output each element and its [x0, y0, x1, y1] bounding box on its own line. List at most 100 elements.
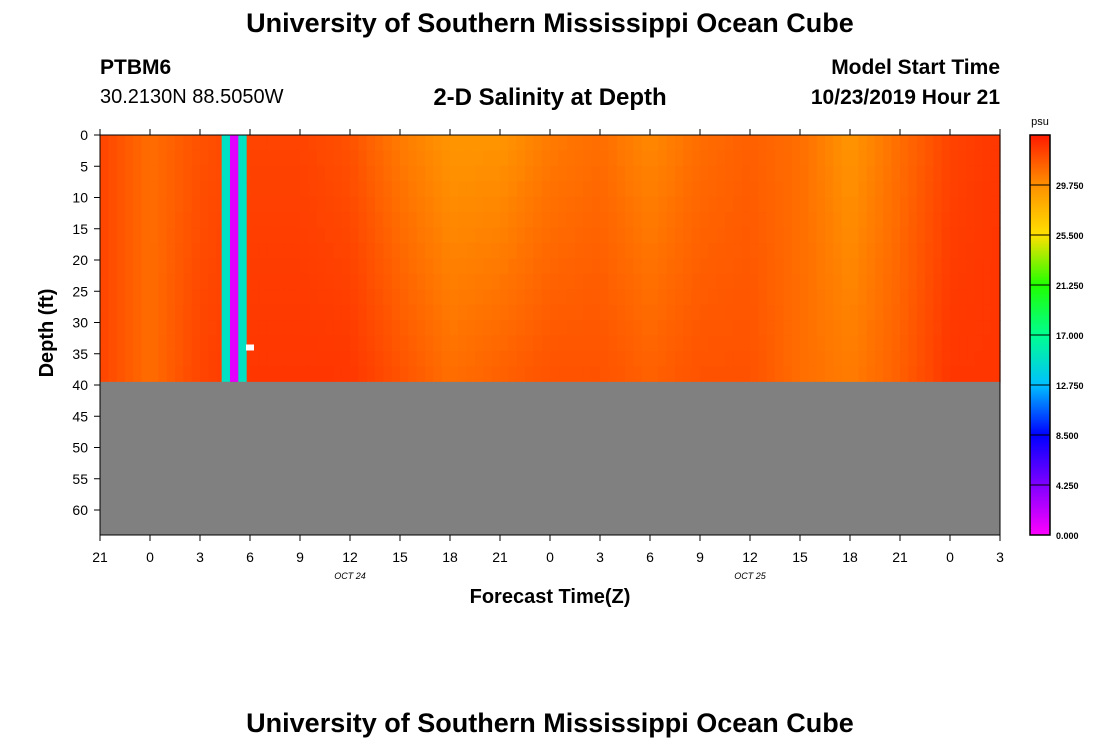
heatmap-cell — [350, 351, 359, 368]
heatmap-cell — [808, 135, 818, 152]
heatmap-cell — [275, 165, 284, 182]
heatmap-cell — [508, 304, 518, 321]
heatmap-cell — [825, 351, 834, 368]
heatmap-cell — [891, 150, 901, 167]
heatmap-cell — [316, 135, 326, 152]
heatmap-cell — [275, 227, 284, 244]
heatmap-cell — [833, 243, 843, 260]
heatmap-cell — [416, 135, 426, 152]
heatmap-cell — [250, 320, 259, 337]
heatmap-cell — [866, 150, 876, 167]
heatmap-cell — [250, 165, 259, 182]
heatmap-cell — [491, 243, 501, 260]
heatmap-cell — [325, 289, 334, 306]
heatmap-cell — [683, 196, 693, 213]
heatmap-cell — [716, 366, 726, 383]
heatmap-cell — [258, 320, 268, 337]
heatmap-cell — [441, 258, 451, 275]
model-start-value: 10/23/2019 Hour 21 — [810, 86, 1000, 109]
heatmap-cell — [350, 273, 359, 290]
date-label: OCT 25 — [734, 571, 767, 581]
heatmap-cell — [416, 273, 426, 290]
heatmap-cell — [158, 165, 168, 182]
anomaly-column — [230, 135, 239, 382]
heatmap-cell — [625, 335, 634, 352]
x-tick-label: 12 — [742, 549, 758, 565]
heatmap-cell — [833, 212, 843, 229]
heatmap-cell — [408, 181, 418, 198]
heatmap-cell — [641, 150, 651, 167]
heatmap-cell — [600, 212, 609, 229]
heatmap-cell — [208, 320, 218, 337]
heatmap-cell — [425, 243, 434, 260]
heatmap-cell — [375, 243, 384, 260]
heatmap-cell — [408, 196, 418, 213]
heatmap-cell — [408, 273, 418, 290]
x-tick-label: 15 — [392, 549, 408, 565]
heatmap-cell — [208, 243, 218, 260]
y-tick-label: 5 — [80, 158, 88, 174]
heatmap-cell — [458, 212, 468, 229]
heatmap-cell — [108, 335, 118, 352]
heatmap-cell — [966, 351, 976, 368]
heatmap-cell — [333, 196, 343, 213]
heatmap-cell — [883, 196, 893, 213]
heatmap-cell — [183, 196, 193, 213]
heatmap-cell — [825, 181, 834, 198]
heatmap-cell — [808, 366, 818, 383]
heatmap-cell — [591, 320, 601, 337]
heatmap-cell — [791, 320, 801, 337]
heatmap-cell — [975, 212, 984, 229]
heatmap-cell — [708, 258, 718, 275]
heatmap-cell — [566, 243, 576, 260]
heatmap-cell — [116, 165, 126, 182]
heatmap-cell — [700, 165, 709, 182]
heatmap-cell — [283, 243, 293, 260]
heatmap-cell — [275, 243, 284, 260]
heatmap-cell — [816, 258, 826, 275]
heatmap-cell — [366, 258, 376, 275]
heatmap-cell — [383, 258, 393, 275]
heatmap-cell — [408, 304, 418, 321]
heatmap-cell — [433, 165, 443, 182]
heatmap-cell — [125, 351, 134, 368]
heatmap-cell — [833, 258, 843, 275]
heatmap-cell — [600, 258, 609, 275]
heatmap-cell — [675, 304, 684, 321]
heatmap-cell — [116, 181, 126, 198]
heatmap-cell — [541, 212, 551, 229]
heatmap-cell — [191, 165, 201, 182]
heatmap-cell — [141, 304, 151, 321]
heatmap-cell — [291, 320, 301, 337]
heatmap-cell — [216, 243, 226, 260]
heatmap-cell — [333, 289, 343, 306]
heatmap-cell — [350, 320, 359, 337]
heatmap-cell — [958, 273, 968, 290]
heatmap-cell — [750, 335, 759, 352]
heatmap-cell — [658, 165, 668, 182]
heatmap-cell — [950, 258, 959, 275]
heatmap-cell — [516, 273, 526, 290]
heatmap-cell — [683, 273, 693, 290]
heatmap-cell — [616, 165, 626, 182]
heatmap-cell — [491, 212, 501, 229]
heatmap-cell — [300, 273, 309, 290]
heatmap-cell — [116, 150, 126, 167]
heatmap-cell — [900, 366, 909, 383]
heatmap-cell — [583, 289, 593, 306]
heatmap-cell — [816, 196, 826, 213]
heatmap-cell — [925, 150, 934, 167]
heatmap-cell — [766, 320, 776, 337]
heatmap-cell — [333, 181, 343, 198]
heatmap-cell — [716, 258, 726, 275]
heatmap-cell — [366, 304, 376, 321]
heatmap-cell — [391, 165, 401, 182]
heatmap-cell — [808, 258, 818, 275]
heatmap-cell — [800, 135, 809, 152]
heatmap-cell — [516, 135, 526, 152]
heatmap-cell — [508, 289, 518, 306]
heatmap-cell — [591, 243, 601, 260]
heatmap-cell — [150, 335, 159, 352]
heatmap-cell — [808, 304, 818, 321]
heatmap-cell — [400, 258, 409, 275]
